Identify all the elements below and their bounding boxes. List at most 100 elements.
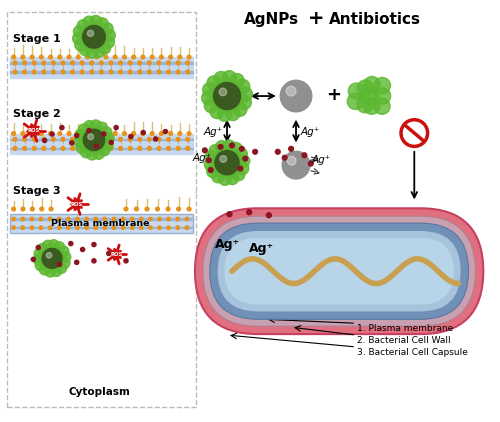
Circle shape (40, 265, 50, 275)
Circle shape (228, 166, 237, 176)
Circle shape (202, 83, 217, 97)
Circle shape (168, 55, 172, 59)
Circle shape (21, 207, 25, 211)
Circle shape (234, 148, 248, 160)
Circle shape (216, 81, 226, 92)
Circle shape (141, 132, 145, 135)
Circle shape (130, 217, 134, 221)
Circle shape (67, 132, 71, 135)
Circle shape (222, 79, 232, 90)
Text: Ag⁺: Ag⁺ (300, 127, 320, 137)
Circle shape (102, 132, 106, 136)
Circle shape (34, 249, 44, 259)
Circle shape (49, 207, 53, 211)
Circle shape (246, 210, 252, 215)
Circle shape (85, 217, 88, 221)
Circle shape (128, 146, 132, 150)
Text: 1. Plasma membrane: 1. Plasma membrane (356, 324, 453, 333)
Circle shape (226, 106, 240, 121)
Circle shape (157, 61, 161, 65)
Circle shape (32, 61, 36, 65)
Circle shape (78, 124, 90, 135)
Circle shape (176, 61, 180, 65)
Text: Ag⁺: Ag⁺ (214, 238, 240, 251)
Circle shape (148, 217, 152, 221)
Circle shape (61, 70, 65, 74)
Circle shape (58, 262, 62, 266)
Circle shape (82, 138, 90, 147)
Circle shape (232, 95, 243, 105)
Circle shape (166, 146, 170, 150)
Circle shape (76, 142, 87, 153)
Circle shape (160, 55, 163, 59)
Circle shape (13, 61, 17, 65)
Circle shape (56, 257, 64, 265)
FancyBboxPatch shape (10, 214, 192, 233)
Circle shape (148, 146, 151, 150)
Circle shape (12, 55, 16, 59)
Circle shape (176, 70, 180, 74)
Circle shape (166, 70, 170, 74)
Circle shape (109, 141, 114, 144)
Circle shape (48, 132, 52, 135)
Circle shape (21, 217, 24, 221)
Circle shape (96, 122, 108, 133)
Circle shape (84, 40, 92, 49)
Circle shape (106, 252, 111, 255)
Circle shape (43, 261, 51, 269)
Circle shape (32, 257, 36, 261)
Circle shape (12, 226, 16, 230)
Circle shape (86, 149, 98, 160)
Circle shape (216, 166, 226, 176)
Circle shape (100, 138, 103, 141)
Circle shape (30, 217, 34, 221)
Circle shape (226, 172, 238, 184)
Circle shape (176, 207, 180, 211)
Circle shape (67, 55, 71, 59)
Circle shape (150, 132, 154, 135)
Circle shape (220, 156, 226, 162)
Circle shape (66, 226, 70, 230)
Circle shape (86, 55, 89, 59)
Circle shape (103, 226, 106, 230)
Circle shape (122, 132, 126, 135)
Circle shape (88, 134, 94, 140)
Circle shape (138, 146, 141, 150)
Circle shape (141, 55, 145, 59)
Circle shape (213, 155, 222, 164)
Circle shape (374, 78, 390, 94)
Circle shape (36, 260, 46, 271)
Circle shape (74, 26, 86, 38)
Text: AgNPs: AgNPs (244, 12, 299, 27)
Circle shape (209, 144, 222, 157)
Circle shape (215, 100, 226, 110)
Circle shape (90, 61, 94, 65)
Circle shape (128, 70, 132, 74)
Circle shape (148, 61, 151, 65)
Circle shape (208, 168, 213, 173)
Circle shape (12, 217, 16, 221)
Circle shape (118, 61, 122, 65)
Circle shape (70, 61, 74, 65)
Circle shape (206, 158, 211, 162)
Circle shape (100, 70, 103, 74)
Circle shape (176, 146, 180, 150)
Circle shape (118, 138, 122, 141)
Circle shape (92, 243, 96, 246)
Circle shape (21, 132, 24, 135)
Circle shape (90, 120, 102, 131)
Circle shape (32, 146, 36, 150)
FancyBboxPatch shape (203, 216, 475, 326)
Circle shape (51, 266, 62, 276)
Circle shape (122, 217, 125, 221)
Circle shape (93, 46, 105, 57)
Circle shape (80, 44, 92, 56)
Circle shape (98, 133, 106, 141)
Bar (10, 218, 192, 220)
Circle shape (21, 55, 24, 59)
Circle shape (134, 207, 138, 211)
Circle shape (138, 70, 141, 74)
Circle shape (361, 87, 379, 105)
Circle shape (100, 127, 112, 138)
Circle shape (42, 138, 45, 141)
